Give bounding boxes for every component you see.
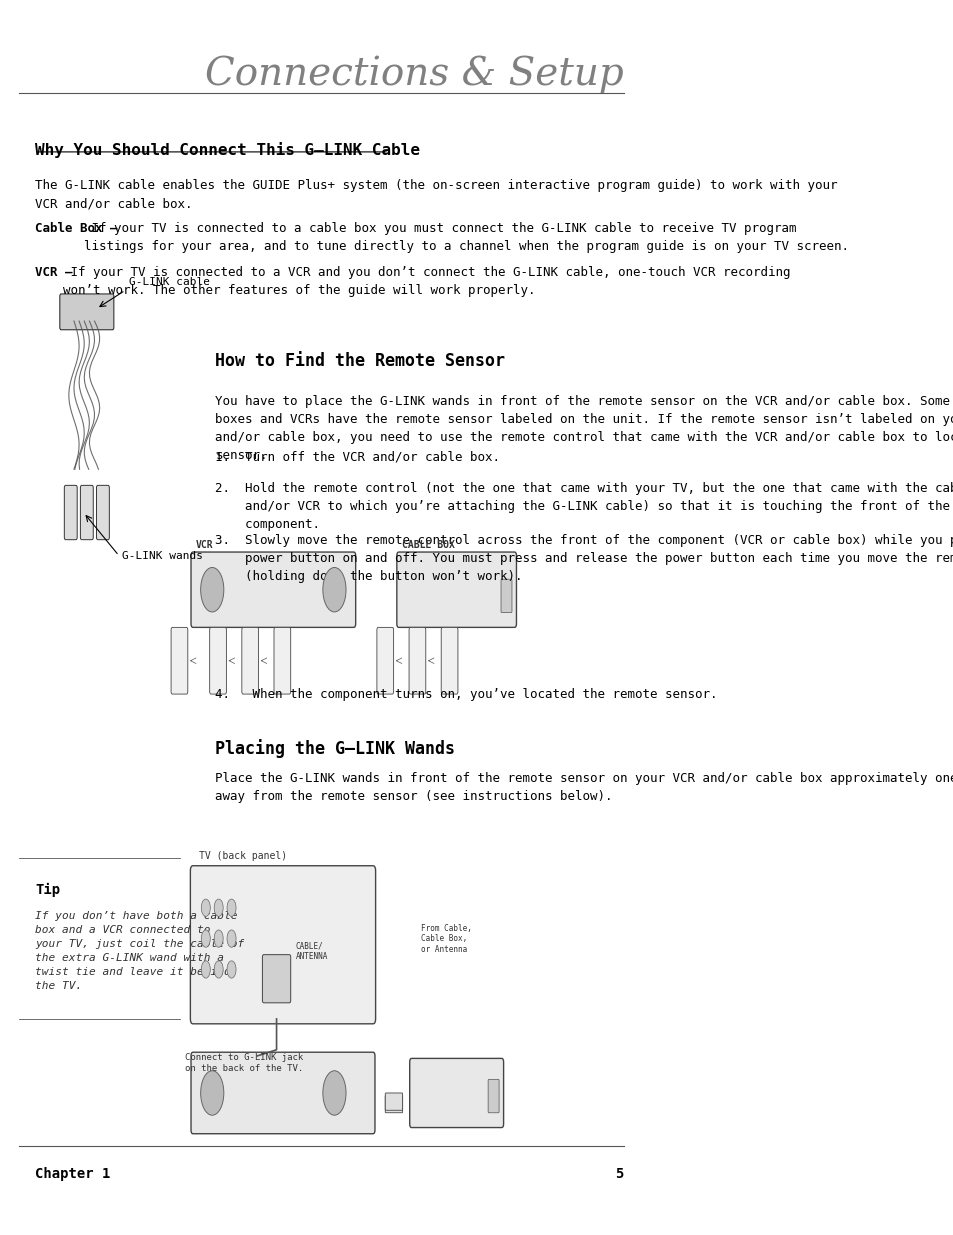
Text: CABLE/
ANTENNA: CABLE/ ANTENNA: [295, 941, 328, 961]
FancyBboxPatch shape: [80, 485, 93, 540]
Text: 5: 5: [615, 1167, 623, 1181]
Circle shape: [200, 568, 224, 613]
Text: 1.  Turn off the VCR and/or cable box.: 1. Turn off the VCR and/or cable box.: [215, 451, 500, 464]
Text: Connect to G-LINK jack
on the back of the TV.: Connect to G-LINK jack on the back of th…: [185, 1053, 303, 1073]
Text: Place the G-LINK wands in front of the remote sensor on your VCR and/or cable bo: Place the G-LINK wands in front of the r…: [215, 772, 953, 803]
FancyBboxPatch shape: [385, 1095, 402, 1113]
Circle shape: [322, 568, 346, 613]
FancyBboxPatch shape: [409, 627, 425, 694]
Text: CABLE BOX: CABLE BOX: [401, 540, 455, 550]
FancyBboxPatch shape: [210, 627, 226, 694]
Text: How to Find the Remote Sensor: How to Find the Remote Sensor: [215, 352, 505, 370]
FancyBboxPatch shape: [500, 579, 512, 613]
Text: From Cable,
Cable Box,
or Antenna: From Cable, Cable Box, or Antenna: [421, 924, 472, 953]
Text: 2.  Hold the remote control (not the one that came with your TV, but the one tha: 2. Hold the remote control (not the one …: [215, 482, 953, 531]
FancyBboxPatch shape: [191, 552, 355, 627]
Text: Chapter 1: Chapter 1: [35, 1167, 111, 1181]
Text: VCR –: VCR –: [35, 266, 72, 279]
FancyBboxPatch shape: [440, 627, 457, 694]
Text: VCR: VCR: [196, 540, 213, 550]
FancyBboxPatch shape: [96, 485, 110, 540]
Text: You have to place the G-LINK wands in front of the remote sensor on the VCR and/: You have to place the G-LINK wands in fr…: [215, 395, 953, 462]
FancyBboxPatch shape: [274, 627, 291, 694]
Text: Cable Box –: Cable Box –: [35, 222, 118, 236]
Circle shape: [200, 1071, 224, 1115]
Text: 4.   When the component turns on, you’ve located the remote sensor.: 4. When the component turns on, you’ve l…: [215, 688, 718, 701]
FancyBboxPatch shape: [60, 294, 113, 330]
Text: If your TV is connected to a VCR and you don’t connect the G-LINK cable, one-tou: If your TV is connected to a VCR and you…: [63, 266, 790, 296]
FancyBboxPatch shape: [191, 866, 375, 1024]
Circle shape: [214, 961, 223, 978]
Circle shape: [214, 930, 223, 947]
Text: TV (back panel): TV (back panel): [199, 851, 287, 861]
Circle shape: [227, 961, 235, 978]
FancyBboxPatch shape: [171, 627, 188, 694]
Text: If you don’t have both a cable
box and a VCR connected to
your TV, just coil the: If you don’t have both a cable box and a…: [35, 911, 244, 992]
Text: 3.  Slowly move the remote control across the front of the component (VCR or cab: 3. Slowly move the remote control across…: [215, 534, 953, 583]
Text: G-LINK wands: G-LINK wands: [122, 551, 203, 561]
FancyBboxPatch shape: [376, 627, 394, 694]
FancyBboxPatch shape: [64, 485, 77, 540]
Text: Connections & Setup: Connections & Setup: [205, 56, 623, 93]
Text: Placing the G–LINK Wands: Placing the G–LINK Wands: [215, 739, 455, 757]
FancyBboxPatch shape: [262, 955, 291, 1003]
Circle shape: [227, 930, 235, 947]
Circle shape: [201, 930, 210, 947]
Circle shape: [201, 961, 210, 978]
Text: If your TV is connected to a cable box you must connect the G-LINK cable to rece: If your TV is connected to a cable box y…: [84, 222, 848, 253]
Circle shape: [227, 899, 235, 916]
Circle shape: [214, 899, 223, 916]
FancyBboxPatch shape: [191, 1052, 375, 1134]
FancyBboxPatch shape: [241, 627, 258, 694]
FancyBboxPatch shape: [385, 1093, 402, 1110]
Circle shape: [201, 899, 210, 916]
FancyBboxPatch shape: [409, 1058, 503, 1128]
FancyBboxPatch shape: [488, 1079, 498, 1113]
Text: Tip: Tip: [35, 883, 60, 897]
Text: Why You Should Connect This G–LINK Cable: Why You Should Connect This G–LINK Cable: [35, 142, 420, 158]
Text: G-LINK cable: G-LINK cable: [129, 277, 210, 287]
FancyBboxPatch shape: [396, 552, 516, 627]
Text: The G-LINK cable enables the GUIDE Plus+ system (the on-screen interactive progr: The G-LINK cable enables the GUIDE Plus+…: [35, 179, 837, 210]
Circle shape: [322, 1071, 346, 1115]
